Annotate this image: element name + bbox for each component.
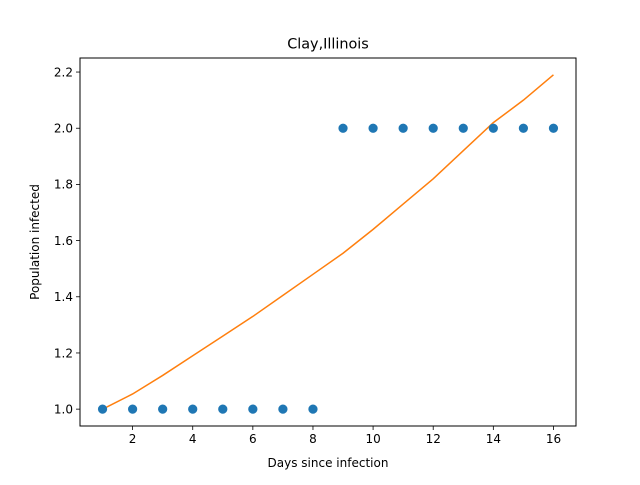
y-tick-label: 1.6 [54,234,73,248]
data-point [218,404,228,414]
x-tick-label: 6 [249,432,257,446]
data-point [97,404,108,414]
y-axis-label: Population infected [28,184,42,300]
x-tick-label: 4 [189,432,197,446]
x-tick-label: 14 [486,432,501,446]
data-point [428,123,438,133]
data-point [188,404,198,414]
data-point [248,404,258,414]
plot-area [97,74,559,414]
x-tick-label: 2 [129,432,137,446]
data-point [518,123,528,133]
x-tick-label: 12 [426,432,441,446]
chart-title: Clay,Illinois [287,37,369,53]
y-tick-label: 2.2 [54,65,73,79]
y-tick-label: 1.0 [54,402,73,416]
data-point [158,404,168,414]
x-tick-label: 16 [546,432,561,446]
data-point [338,123,348,133]
y-tick-label: 1.8 [54,178,73,192]
data-point [398,123,408,133]
x-axis-label: Days since infection [268,456,389,470]
y-tick-label: 1.2 [54,346,73,360]
data-point [308,404,318,414]
x-tick-label: 10 [365,432,380,446]
data-point [488,123,498,133]
data-point [458,123,468,133]
data-point [278,404,288,414]
data-point [548,123,559,133]
y-tick-label: 1.4 [54,290,73,304]
data-point [128,404,138,414]
data-point [368,123,378,133]
fit-curve-line [102,74,554,410]
x-tick-label: 8 [309,432,317,446]
axes-frame [79,57,577,427]
y-tick-label: 2.0 [54,122,73,136]
